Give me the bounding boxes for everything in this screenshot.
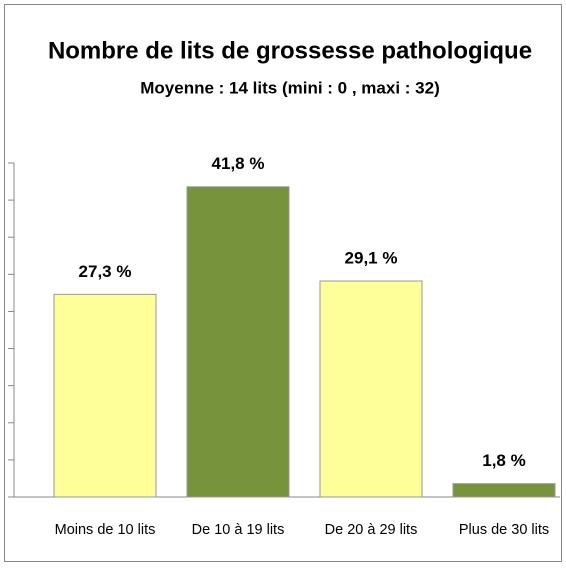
x-tick-label: De 10 à 19 lits: [192, 522, 285, 538]
bar: [53, 293, 157, 498]
chart-subtitle: Moyenne : 14 lits (mini : 0 , maxi : 32): [140, 78, 439, 97]
value-label: 27,3 %: [79, 262, 132, 281]
bar: [452, 483, 556, 498]
x-tick-label: Moins de 10 lits: [55, 522, 156, 538]
chart-title: Nombre de lits de grossesse pathologique: [48, 37, 532, 64]
x-tick-label: De 20 à 29 lits: [325, 522, 418, 538]
bar: [319, 280, 423, 498]
x-tick-label: Plus de 30 lits: [459, 522, 549, 538]
value-label: 29,1 %: [345, 248, 398, 267]
value-label: 1,8 %: [482, 451, 525, 470]
bar: [186, 186, 290, 498]
value-label: 41,8 %: [212, 154, 265, 173]
